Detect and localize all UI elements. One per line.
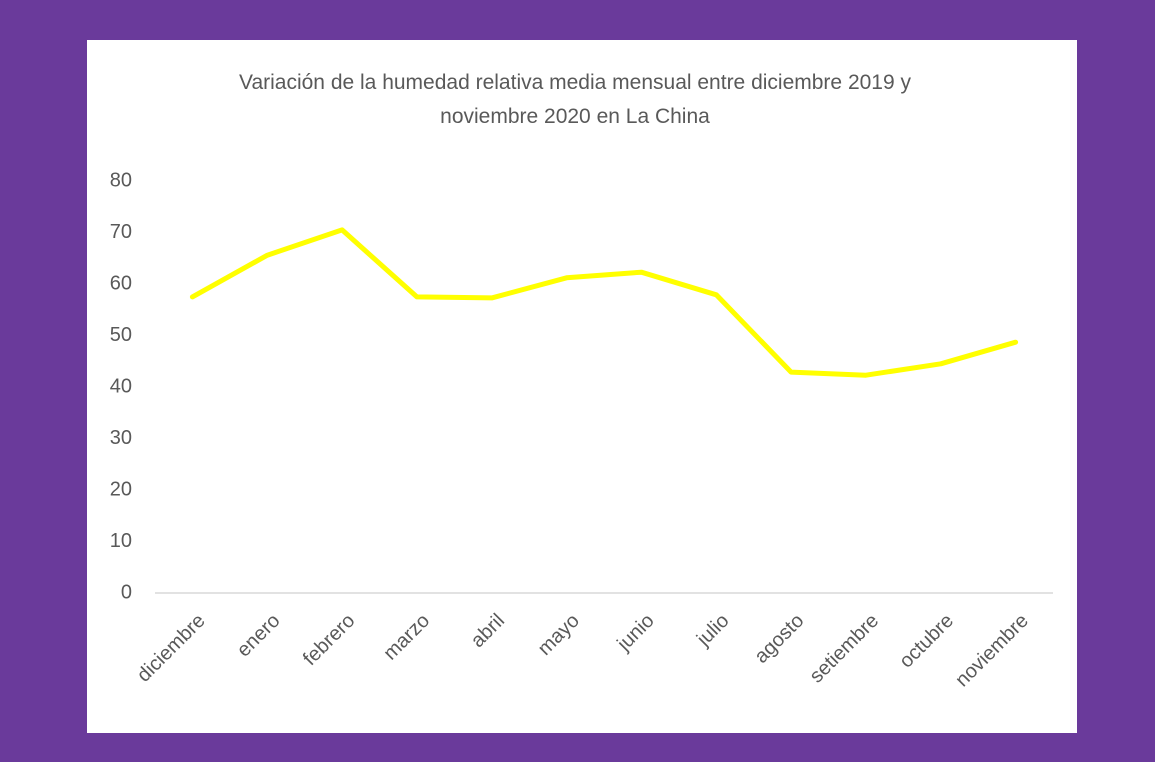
y-tick-label: 80 xyxy=(110,169,132,191)
x-tick-label: octubre xyxy=(895,610,958,673)
x-tick-label: noviembre xyxy=(951,610,1033,692)
x-tick-label: febrero xyxy=(299,610,359,670)
y-tick-label: 10 xyxy=(110,530,132,552)
x-tick-label: julio xyxy=(692,610,733,651)
data-line xyxy=(189,227,1019,378)
x-tick-label: junio xyxy=(613,610,659,656)
y-tick-label: 40 xyxy=(110,375,132,397)
y-tick-label: 30 xyxy=(110,427,132,449)
x-tick-label: diciembre xyxy=(133,610,210,687)
y-tick-label: 50 xyxy=(110,324,132,346)
y-tick-label: 70 xyxy=(110,221,132,243)
x-tick-label: enero xyxy=(233,610,285,662)
y-tick-label: 20 xyxy=(110,478,132,500)
x-tick-label: agosto xyxy=(750,610,808,668)
y-tick-label: 0 xyxy=(121,581,132,603)
chart-title: Variación de la humedad relativa media m… xyxy=(239,71,911,128)
x-tick-label: marzo xyxy=(379,610,434,665)
y-tick-label: 60 xyxy=(110,272,132,294)
x-tick-label: abril xyxy=(467,610,509,652)
chart-area xyxy=(87,40,1077,733)
x-tick-label: mayo xyxy=(534,610,584,660)
x-tick-label: setiembre xyxy=(806,610,884,688)
